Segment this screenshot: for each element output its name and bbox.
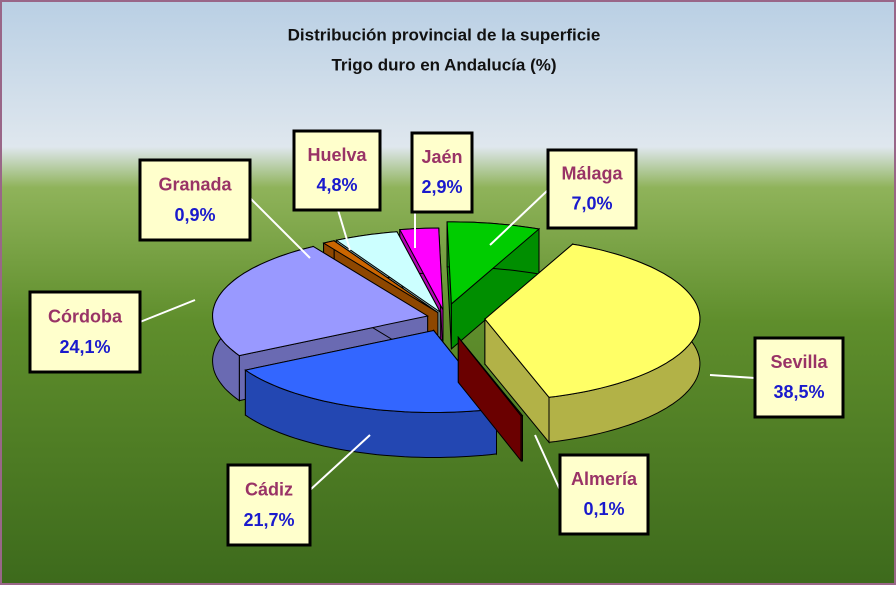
value-label: 7,0% bbox=[571, 193, 612, 213]
label-box bbox=[140, 160, 250, 240]
category-label: Sevilla bbox=[770, 352, 828, 372]
label-box bbox=[412, 133, 472, 212]
label-box bbox=[560, 455, 648, 534]
value-label: 24,1% bbox=[59, 337, 110, 357]
category-label: Cádiz bbox=[245, 479, 293, 499]
chart-title: Distribución provincial de la superficie bbox=[288, 25, 601, 44]
label-box bbox=[755, 338, 843, 417]
value-label: 0,1% bbox=[583, 499, 624, 519]
value-label: 21,7% bbox=[243, 510, 294, 530]
value-label: 4,8% bbox=[316, 175, 357, 195]
pie bbox=[213, 222, 700, 461]
label-box bbox=[228, 465, 310, 545]
category-label: Córdoba bbox=[48, 306, 123, 326]
label-box bbox=[30, 292, 140, 372]
label-box bbox=[294, 131, 380, 210]
slice-shade bbox=[521, 416, 522, 461]
chart: Distribución provincial de la superficie… bbox=[0, 0, 896, 585]
category-label: Huelva bbox=[307, 145, 367, 165]
category-label: Jaén bbox=[421, 147, 462, 167]
chart-subtitle: Trigo duro en Andalucía (%) bbox=[331, 55, 556, 74]
category-label: Granada bbox=[158, 174, 232, 194]
category-label: Málaga bbox=[561, 164, 623, 184]
value-label: 38,5% bbox=[773, 382, 824, 402]
category-label: Almería bbox=[571, 469, 638, 489]
label-box bbox=[548, 150, 636, 228]
value-label: 2,9% bbox=[421, 177, 462, 197]
value-label: 0,9% bbox=[174, 205, 215, 225]
